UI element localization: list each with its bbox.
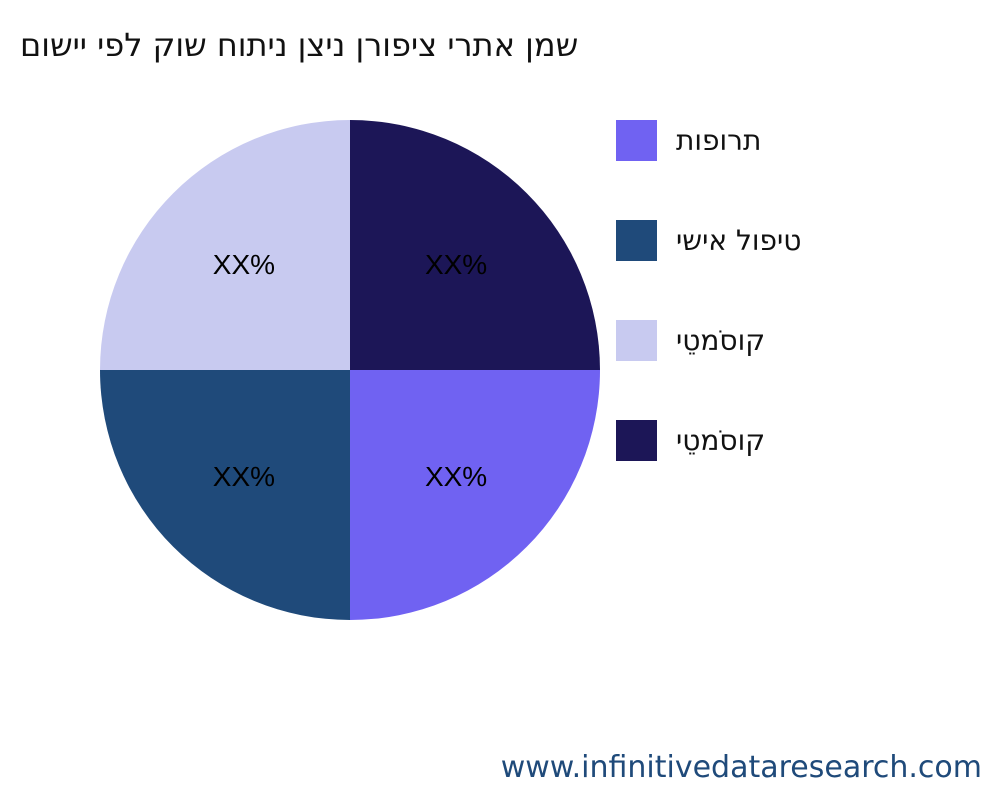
legend-swatch bbox=[616, 320, 657, 361]
legend-item: יטֵמסֹוק bbox=[616, 320, 765, 361]
slice-data-label: XX% bbox=[425, 461, 487, 492]
slice-data-label: XX% bbox=[213, 461, 275, 492]
legend-label: ישיא לופיט bbox=[676, 224, 802, 257]
legend-swatch bbox=[616, 120, 657, 161]
legend-swatch bbox=[616, 420, 657, 461]
legend-item: ישיא לופיט bbox=[616, 220, 801, 261]
slice-data-label: XX% bbox=[425, 249, 487, 280]
pie-slice bbox=[350, 120, 600, 370]
legend-label: יטֵמסֹוק bbox=[676, 324, 766, 357]
pie-slice bbox=[100, 370, 350, 620]
footer-url[interactable]: www.infinitivedataresearch.com bbox=[500, 750, 982, 785]
legend-item: תופורת bbox=[616, 120, 761, 161]
legend-item: יטֵמסֹוק bbox=[616, 420, 765, 461]
chart-title: םושיי יפל קוש חותינ ןצינ ןרופיצ ירתא ןמש bbox=[20, 26, 579, 64]
pie-slice bbox=[100, 120, 350, 370]
legend-label: יטֵמסֹוק bbox=[676, 424, 766, 457]
slice-data-label: XX% bbox=[213, 249, 275, 280]
legend-label: תופורת bbox=[676, 124, 762, 157]
legend-swatch bbox=[616, 220, 657, 261]
pie-slice bbox=[350, 370, 600, 620]
